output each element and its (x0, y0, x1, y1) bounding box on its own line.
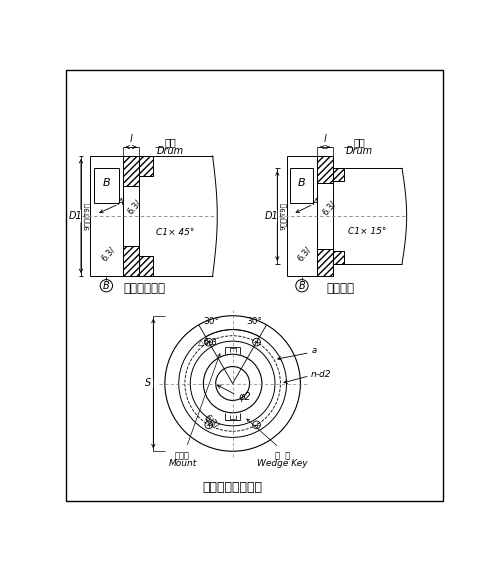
Text: S: S (145, 379, 151, 389)
Text: B: B (299, 281, 306, 291)
Bar (123, 186, 139, 246)
Text: D1: D1 (265, 211, 279, 221)
Bar (317, 183, 333, 249)
Text: 中间法兰联接: 中间法兰联接 (123, 282, 165, 295)
Text: Mount: Mount (169, 459, 197, 468)
Text: 6.3/: 6.3/ (320, 199, 338, 218)
Text: 固定块: 固定块 (175, 451, 190, 460)
Text: 卷筒: 卷筒 (164, 137, 176, 147)
Text: C1× 45°: C1× 45° (156, 228, 195, 237)
Text: l: l (129, 134, 132, 144)
Bar (317, 249, 333, 276)
Bar (333, 251, 344, 264)
Text: 30°: 30° (246, 318, 262, 327)
Text: l: l (324, 134, 326, 144)
Text: C1× 15°: C1× 15° (348, 227, 386, 236)
Bar (333, 168, 344, 181)
Text: B: B (103, 178, 110, 188)
Text: A: A (118, 198, 123, 207)
Text: a: a (312, 346, 317, 355)
Bar (139, 156, 153, 176)
Bar (123, 157, 139, 186)
Text: 6.3/: 6.3/ (202, 413, 220, 431)
Text: 法兰螺栓孔的布置: 法兰螺栓孔的布置 (203, 481, 263, 494)
Text: B: B (298, 178, 306, 188)
Text: 6.3/: 6.3/ (125, 198, 143, 216)
Text: 9级（IT9）: 9级（IT9） (280, 202, 287, 230)
Bar (317, 157, 333, 183)
Text: 6.3/: 6.3/ (99, 245, 117, 263)
Text: 6.3/: 6.3/ (296, 245, 313, 263)
Text: B: B (103, 281, 110, 291)
Text: 9级（IT9）: 9级（IT9） (84, 202, 90, 230)
Text: 卷筒: 卷筒 (354, 137, 366, 147)
Text: 30°: 30° (203, 318, 219, 327)
Text: φ2: φ2 (239, 392, 251, 402)
Text: 楔  键: 楔 键 (275, 451, 290, 460)
Text: Wedge Key: Wedge Key (257, 459, 308, 468)
Text: △6.3: △6.3 (198, 338, 218, 347)
Text: A: A (312, 198, 318, 207)
Text: D1: D1 (68, 211, 82, 221)
Text: 直接联接: 直接联接 (326, 282, 355, 295)
Text: Drum: Drum (157, 146, 184, 156)
Text: n-d2: n-d2 (311, 370, 332, 379)
Bar (123, 246, 139, 276)
Bar (139, 256, 153, 276)
Text: Drum: Drum (346, 146, 373, 156)
